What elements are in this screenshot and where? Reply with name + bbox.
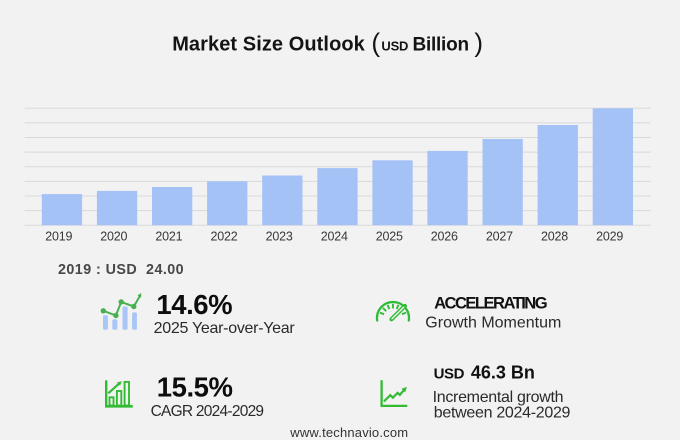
svg-text:14.6%: 14.6% — [156, 289, 232, 320]
svg-text:USD: USD — [381, 38, 408, 53]
svg-text:CAGR 2024-2029: CAGR 2024-2029 — [151, 403, 264, 420]
svg-text:Incremental growth: Incremental growth — [433, 389, 564, 406]
svg-text:2019: 2019 — [45, 230, 72, 244]
svg-text:www.technavio.com: www.technavio.com — [289, 425, 408, 440]
svg-text:2028: 2028 — [541, 230, 568, 244]
svg-text:2026: 2026 — [431, 230, 458, 244]
svg-text:2025 Year-over-Year: 2025 Year-over-Year — [154, 320, 296, 337]
svg-text:2023: 2023 — [266, 230, 293, 244]
svg-text:Billion: Billion — [413, 35, 469, 56]
svg-text:Market Size Outlook: Market Size Outlook — [172, 34, 365, 56]
svg-text:2029: 2029 — [596, 230, 623, 244]
svg-text:2025: 2025 — [376, 230, 403, 244]
svg-text:USD: USD — [434, 366, 465, 383]
svg-text:Growth Momentum: Growth Momentum — [425, 314, 561, 331]
svg-text:ACCELERATING: ACCELERATING — [434, 294, 547, 313]
svg-text:2024: 2024 — [321, 230, 348, 244]
svg-text:2027: 2027 — [486, 230, 513, 244]
svg-text:(: ( — [371, 27, 380, 57]
svg-text:2019 : USD 24.00: 2019 : USD 24.00 — [58, 262, 184, 278]
svg-text:): ) — [474, 27, 483, 57]
svg-text:between 2024-2029: between 2024-2029 — [434, 404, 571, 421]
svg-text:2021: 2021 — [155, 230, 182, 244]
svg-text:2020: 2020 — [100, 230, 127, 244]
svg-text:46.3 Bn: 46.3 Bn — [471, 363, 535, 383]
svg-text:2022: 2022 — [210, 230, 237, 244]
svg-text:15.5%: 15.5% — [157, 372, 233, 403]
